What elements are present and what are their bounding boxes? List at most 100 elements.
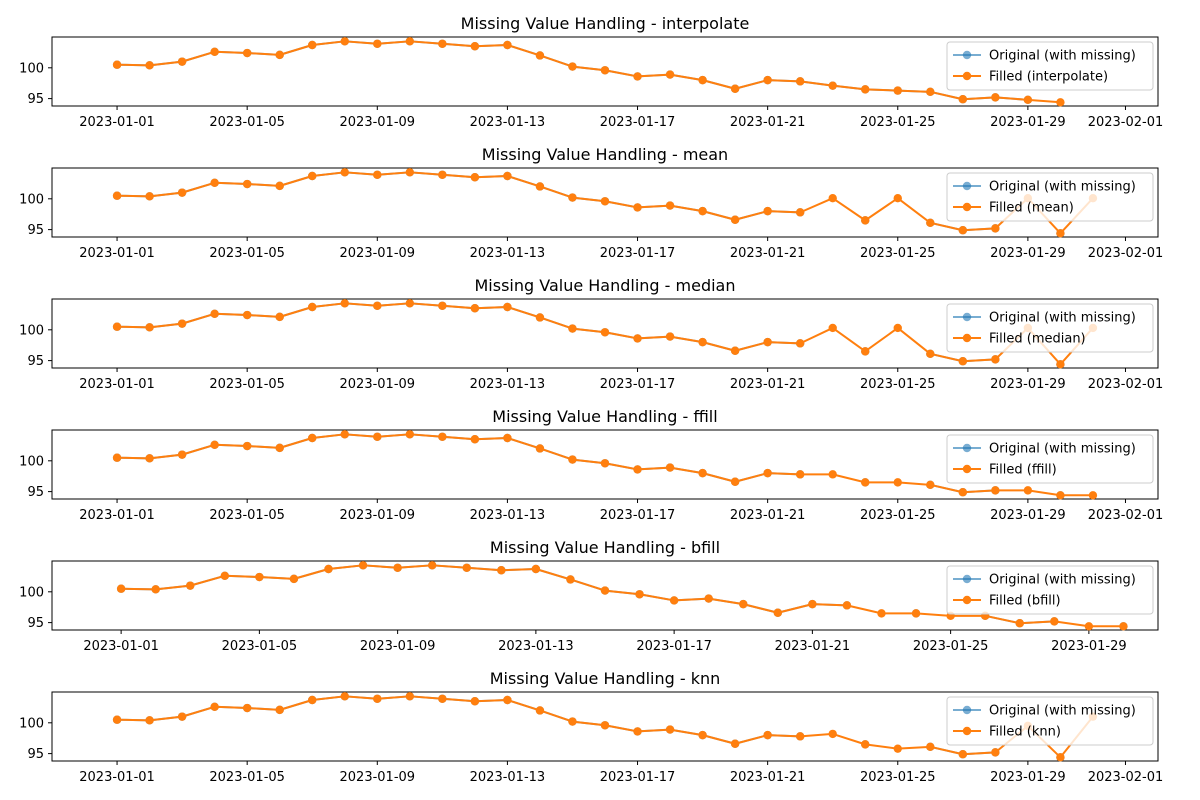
data-point <box>828 729 837 739</box>
data-point <box>275 312 284 322</box>
data-point <box>503 302 512 312</box>
data-point <box>503 433 512 443</box>
data-point <box>763 206 772 216</box>
x-tick-label: 2023-01-29 <box>990 508 1066 523</box>
legend-box <box>946 696 1154 746</box>
legend-swatch-marker <box>962 50 972 60</box>
data-point <box>255 572 264 582</box>
chart-title: Missing Value Handling - knn <box>490 669 721 688</box>
data-point <box>795 77 805 86</box>
data-point <box>665 201 675 210</box>
data-point <box>568 62 577 71</box>
data-point <box>470 304 480 313</box>
data-point <box>893 193 902 203</box>
data-point <box>531 564 541 574</box>
data-point <box>926 218 935 228</box>
series-filled <box>112 168 1098 238</box>
data-point <box>861 85 870 94</box>
data-point <box>730 215 740 224</box>
legend-swatch-marker <box>962 202 972 212</box>
data-point <box>958 488 968 497</box>
legend-swatch-marker <box>962 464 972 474</box>
legend-swatch-marker <box>962 726 972 736</box>
series-filled <box>112 430 1098 500</box>
data-point <box>373 694 382 703</box>
x-tick-label: 2023-01-01 <box>79 770 155 785</box>
data-point <box>535 444 545 453</box>
data-point <box>340 299 349 308</box>
data-point <box>535 313 545 322</box>
y-tick-label: 100 <box>19 192 44 207</box>
data-point <box>340 692 349 701</box>
data-point <box>704 594 713 603</box>
axes-frame <box>51 691 1159 762</box>
axes-frame <box>51 167 1159 238</box>
data-point <box>210 440 219 449</box>
legend-item: Original (with missing) <box>953 573 1136 588</box>
data-point <box>438 301 447 310</box>
y-tick-label: 95 <box>27 223 44 238</box>
data-point <box>112 322 122 331</box>
data-point <box>861 740 870 749</box>
series-line <box>117 172 1060 233</box>
data-point <box>795 732 805 741</box>
legend-label: Filled (knn) <box>989 725 1061 740</box>
data-point <box>1015 619 1024 628</box>
data-point <box>112 453 122 462</box>
data-point <box>438 39 447 48</box>
chart-title: Missing Value Handling - bfill <box>490 538 720 557</box>
data-point <box>600 197 610 206</box>
data-point <box>991 486 1000 495</box>
data-point <box>828 323 837 333</box>
data-point <box>991 355 1000 364</box>
data-point <box>145 192 154 201</box>
chart-title: Missing Value Handling - ffill <box>492 407 717 426</box>
data-point <box>308 40 317 50</box>
data-point <box>1088 491 1098 500</box>
data-point <box>145 454 154 463</box>
data-point <box>665 70 675 79</box>
data-point <box>698 337 707 347</box>
chart-title: Missing Value Handling - mean <box>482 145 728 164</box>
data-point <box>669 596 679 605</box>
chart-title: Missing Value Handling - median <box>474 276 735 295</box>
data-point <box>991 748 1000 757</box>
series-filled <box>112 37 1065 107</box>
data-point <box>808 599 817 609</box>
y-tick-label: 95 <box>27 485 44 500</box>
legend: Original (with missing) Filled (ffill) <box>946 434 1154 484</box>
data-point <box>535 51 545 60</box>
data-point <box>698 206 707 216</box>
data-point <box>177 712 187 721</box>
data-point <box>1119 622 1128 631</box>
data-point <box>405 430 415 439</box>
legend-item: Original (with missing) <box>953 180 1136 195</box>
data-point <box>635 590 644 599</box>
x-tick-label: 2023-01-01 <box>79 115 155 130</box>
data-point <box>186 581 195 590</box>
data-point <box>405 168 415 177</box>
y-tick-label: 100 <box>19 585 44 600</box>
x-tick-label: 2023-01-05 <box>209 770 285 785</box>
chart-panel: Missing Value Handling - mean 2023-01-01 2… <box>19 145 1163 261</box>
legend-swatch-marker <box>962 71 972 81</box>
data-point <box>991 93 1000 102</box>
data-point <box>177 450 187 459</box>
data-point <box>242 179 252 189</box>
data-point <box>600 721 610 730</box>
data-point <box>795 470 805 479</box>
data-point <box>373 301 382 310</box>
legend-label: Filled (interpolate) <box>989 70 1108 85</box>
x-tick-label: 2023-01-09 <box>340 115 416 130</box>
legend-item: Original (with missing) <box>953 49 1136 64</box>
data-point <box>665 463 675 472</box>
x-tick-label: 2023-01-05 <box>209 377 285 392</box>
x-tick-label: 2023-01-17 <box>636 639 712 654</box>
data-point <box>665 332 675 341</box>
data-point <box>828 81 837 90</box>
legend-box <box>946 565 1154 615</box>
chart-panel: Missing Value Handling - median 2023-01-0… <box>19 276 1163 392</box>
chart-panel: Missing Value Handling - interpolate 2023… <box>19 14 1163 130</box>
data-point <box>503 171 512 181</box>
